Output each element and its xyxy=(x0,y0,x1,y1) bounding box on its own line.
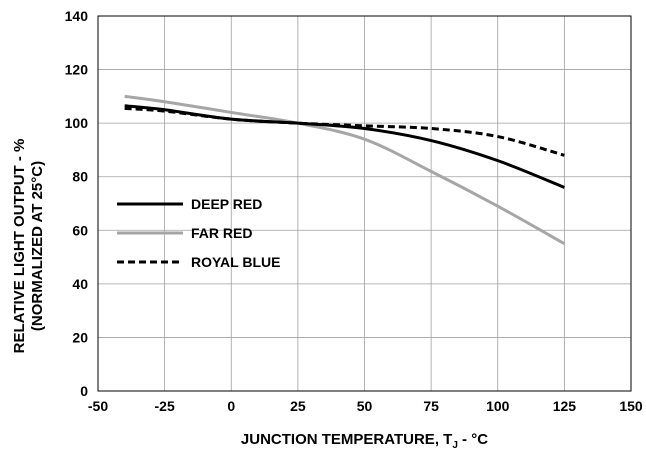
legend-label-far-red: FAR RED xyxy=(191,225,252,241)
x-tick-label: 125 xyxy=(553,398,577,414)
y-tick-label: 20 xyxy=(72,329,88,345)
x-axis-title-main: JUNCTION TEMPERATURE, T xyxy=(241,431,452,448)
x-tick-label: 150 xyxy=(619,398,643,414)
y-tick-label: 120 xyxy=(65,62,89,78)
series-line-far-red xyxy=(124,94,566,245)
legend-label-royal-blue: ROYAL BLUE xyxy=(191,254,280,270)
y-axis-title-line2: (NORMALIZED AT 25°C) xyxy=(29,161,46,331)
x-tick-labels: -50 -25 0 25 50 75 100 125 150 xyxy=(88,398,643,414)
y-tick-label: 60 xyxy=(72,222,88,238)
plot-area-frame xyxy=(97,15,632,392)
x-tick-label: 25 xyxy=(290,398,306,414)
y-tick-label: 0 xyxy=(80,383,88,399)
series-line-deep-red xyxy=(124,104,565,189)
x-axis-title-suffix: - °C xyxy=(458,431,488,448)
legend: DEEP RED FAR RED ROYAL BLUE xyxy=(117,196,280,270)
y-axis-title-line1: RELATIVE LIGHT OUTPUT - % xyxy=(11,139,28,354)
x-axis-title: JUNCTION TEMPERATURE, TJ - °C xyxy=(241,431,488,451)
x-tick-label: 100 xyxy=(486,398,510,414)
y-tick-labels: 0 20 40 60 80 100 120 140 xyxy=(65,8,89,399)
x-tick-label: 0 xyxy=(227,398,235,414)
y-axis-title: RELATIVE LIGHT OUTPUT - % (NORMALIZED AT… xyxy=(11,139,46,354)
legend-label-deep-red: DEEP RED xyxy=(191,196,262,212)
x-tick-label: 75 xyxy=(423,398,439,414)
x-tick-label: -25 xyxy=(155,398,175,414)
y-tick-label: 100 xyxy=(65,115,89,131)
series-layer xyxy=(124,94,566,245)
y-tick-label: 140 xyxy=(65,8,89,24)
x-tick-label: 50 xyxy=(357,398,373,414)
y-tick-label: 80 xyxy=(72,169,88,185)
x-axis-title-subscript: J xyxy=(452,440,458,451)
x-tick-label: -50 xyxy=(88,398,108,414)
y-tick-label: 40 xyxy=(72,276,88,292)
